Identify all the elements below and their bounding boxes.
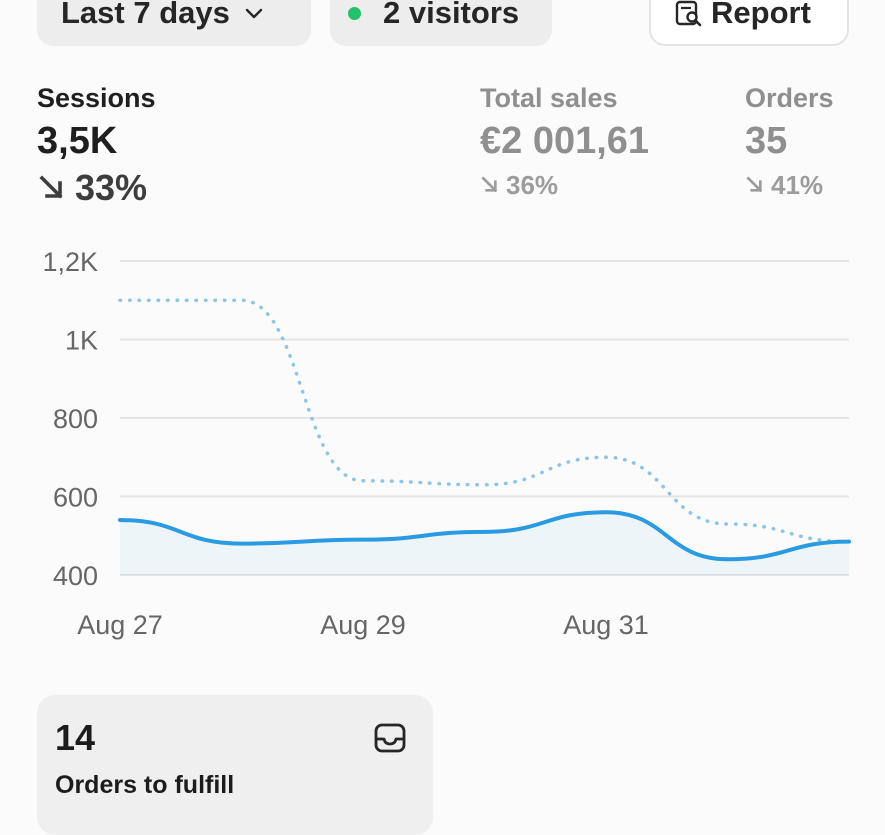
y-tick-label: 400 — [53, 561, 98, 591]
report-button[interactable]: Report — [649, 0, 849, 46]
live-visitors-button[interactable]: 2 visitors — [330, 0, 552, 46]
orders-to-fulfill-card[interactable]: 14 Orders to fulfill — [37, 695, 433, 835]
total-sales-value: €2 001,61 — [480, 120, 650, 162]
report-label: Report — [711, 0, 811, 30]
sessions-delta-value: 33% — [75, 167, 148, 208]
x-tick-label: Aug 29 — [320, 610, 406, 640]
visitors-label: 2 visitors — [383, 0, 520, 30]
orders-delta-value: 41% — [771, 170, 824, 200]
sessions-label: Sessions — [37, 83, 156, 113]
chevron-down-icon — [245, 8, 263, 19]
arrow-down-right-icon — [39, 175, 63, 199]
orders-delta: 41% — [745, 168, 834, 202]
arrow-down-right-icon — [746, 176, 763, 193]
date-range-label: Last 7 days — [61, 0, 230, 30]
total-sales-delta-value: 36% — [506, 170, 559, 200]
series-previous-line — [118, 298, 851, 544]
y-tick-label: 1,2K — [42, 247, 98, 277]
orders-value: 35 — [745, 120, 788, 162]
sessions-delta: 33% — [37, 166, 156, 210]
sessions-value: 3,5K — [37, 120, 118, 162]
series-current-line — [118, 510, 851, 562]
sessions-metric[interactable]: Sessions 3,5K 33% — [37, 82, 156, 210]
x-tick-label: Aug 31 — [563, 610, 649, 640]
inbox-icon — [374, 723, 406, 753]
y-tick-label: 600 — [53, 483, 98, 513]
live-status-dot — [348, 6, 361, 20]
y-tick-label: 800 — [53, 404, 98, 434]
series-current-area — [120, 512, 849, 575]
x-tick-label: Aug 27 — [77, 610, 163, 640]
total-sales-label: Total sales — [480, 83, 618, 113]
y-tick-label: 1K — [65, 326, 98, 356]
arrow-down-right-icon — [481, 176, 498, 193]
fulfill-count: 14 — [55, 717, 96, 758]
total-sales-delta: 36% — [480, 168, 649, 202]
fulfill-label: Orders to fulfill — [55, 771, 235, 799]
orders-metric[interactable]: Orders 35 41% — [745, 82, 834, 202]
sessions-chart[interactable]: 1,2K 1K 800 600 400 Aug 27 Aug 29 Aug 31 — [0, 240, 885, 660]
total-sales-metric[interactable]: Total sales €2 001,61 36% — [480, 82, 649, 202]
report-icon — [675, 0, 702, 27]
date-range-selector[interactable]: Last 7 days — [37, 0, 311, 46]
orders-label: Orders — [745, 83, 834, 113]
